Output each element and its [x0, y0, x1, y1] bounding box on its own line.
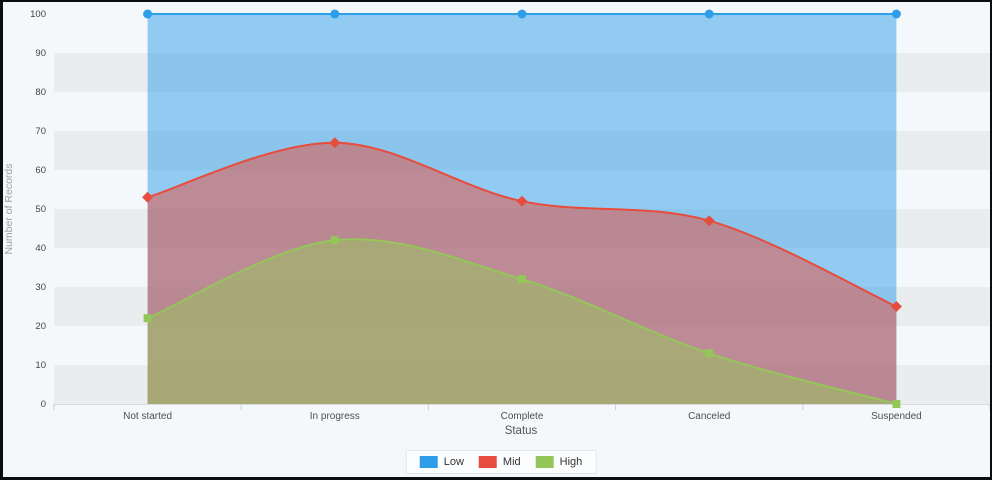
legend-item-high[interactable]: High	[535, 456, 583, 468]
y-tick-label: 80	[35, 87, 46, 98]
y-tick-label: 30	[35, 282, 46, 293]
y-tick-label: 50	[35, 204, 46, 215]
x-tick-label: Canceled	[688, 411, 730, 422]
marker-mid-0[interactable]	[142, 191, 154, 203]
y-tick-label: 60	[35, 165, 46, 176]
marker-low-0[interactable]	[143, 9, 153, 19]
marker-low-4[interactable]	[891, 9, 901, 19]
y-tick-label: 100	[30, 9, 46, 20]
marker-high-3[interactable]	[705, 349, 714, 358]
y-tick-label: 0	[41, 399, 46, 410]
legend-swatch-low	[419, 456, 438, 468]
x-tick-label: In progress	[310, 411, 360, 422]
marker-high-1[interactable]	[330, 236, 339, 245]
marker-high-0[interactable]	[143, 314, 152, 323]
y-tick-label: 10	[35, 360, 46, 371]
x-tick-label: Suspended	[871, 411, 922, 422]
area-high	[147, 239, 897, 404]
y-tick-label: 20	[35, 321, 46, 332]
marker-mid-3[interactable]	[703, 215, 715, 227]
legend-item-label: Low	[443, 456, 464, 468]
legend: Low Mid High	[405, 450, 597, 474]
x-tick-label: Complete	[501, 411, 544, 422]
y-tick-label: 40	[35, 243, 46, 254]
marker-high-4[interactable]	[892, 400, 901, 408]
marker-mid-1[interactable]	[329, 137, 341, 149]
legend-item-label: High	[559, 456, 583, 468]
y-axis-title: Number of Records	[3, 163, 15, 254]
marker-high-2[interactable]	[518, 275, 526, 284]
marker-low-3[interactable]	[704, 9, 714, 19]
legend-item-low[interactable]: Low	[419, 456, 464, 468]
marker-mid-4[interactable]	[890, 301, 902, 312]
legend-swatch-high	[535, 456, 554, 468]
x-tick-label: Not started	[123, 411, 172, 422]
marker-low-2[interactable]	[517, 9, 527, 19]
legend-item-label: Mid	[502, 456, 521, 468]
y-tick-label: 90	[35, 48, 46, 59]
y-tick-label: 70	[35, 126, 46, 137]
legend-swatch-mid	[478, 456, 497, 468]
legend-item-mid[interactable]: Mid	[478, 456, 521, 468]
marker-mid-2[interactable]	[516, 195, 528, 207]
marker-low-1[interactable]	[330, 9, 340, 19]
x-axis-title: Status	[504, 425, 538, 437]
